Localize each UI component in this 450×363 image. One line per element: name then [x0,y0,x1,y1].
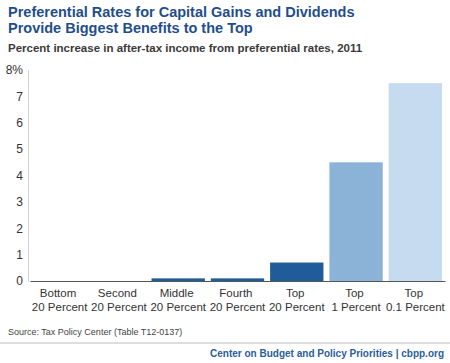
y-tick: 7 [16,90,28,104]
y-tick-label: 5 [16,142,23,156]
x-tick: Middle 20 Percent [150,281,206,313]
y-tick: 1 [16,248,28,262]
separator [0,343,450,344]
x-tick-label: Top 0.1 Percent [386,287,446,313]
y-tick: 8% [6,63,28,77]
x-tick-label: Second 20 Percent [91,287,147,313]
x-tick: Bottom 20 Percent [32,281,88,313]
y-tick: 6 [16,116,28,130]
y-tick: 2 [16,222,28,236]
x-tick-label: Bottom 20 Percent [32,287,88,313]
subtitle: Percent increase in after-tax income fro… [8,42,363,54]
y-tick-label: 7 [16,90,23,104]
y-tick: 5 [16,142,28,156]
y-tick-label: 3 [16,195,23,209]
x-tick: Top 1 Percent [331,281,381,313]
y-tick: 0 [16,274,28,288]
chart: Preferential Rates for Capital Gains and… [0,0,450,363]
x-tick: Fourth 20 Percent [210,281,266,313]
x-tick: Top 20 Percent [269,281,325,313]
y-tick-label: 2 [16,222,23,236]
y-tick-label: 4 [16,169,23,183]
x-tick-label: Top 20 Percent [269,287,325,313]
bars [152,83,443,281]
x-tick: Second 20 Percent [91,281,147,313]
x-tick: Top 0.1 Percent [386,281,446,313]
y-tick-label: 1 [16,248,23,262]
x-axis-line [31,281,446,282]
credit: Center on Budget and Policy Priorities |… [210,348,444,359]
x-axis: Bottom 20 PercentSecond 20 PercentMiddle… [31,281,446,313]
x-tick-label: Fourth 20 Percent [210,287,266,313]
bar [270,263,323,281]
bar [329,162,382,281]
y-tick-label: 8% [6,63,24,77]
title: Preferential Rates for Capital Gains and… [8,4,359,36]
y-axis-line [28,71,29,282]
bar [211,278,264,281]
y-tick-label: 0 [16,274,23,288]
y-tick: 3 [16,195,28,209]
source: Source: Tax Policy Center (Table T12-013… [8,327,182,337]
y-axis: 0 1 2 3 4 5 6 7 8% [6,63,29,288]
bar [152,278,205,281]
bar [389,83,442,281]
y-tick-label: 6 [16,116,23,130]
y-tick: 4 [16,169,28,183]
bar [92,281,145,282]
x-tick-label: Top 1 Percent [331,287,381,313]
bar [33,281,86,282]
x-tick-label: Middle 20 Percent [150,287,206,313]
